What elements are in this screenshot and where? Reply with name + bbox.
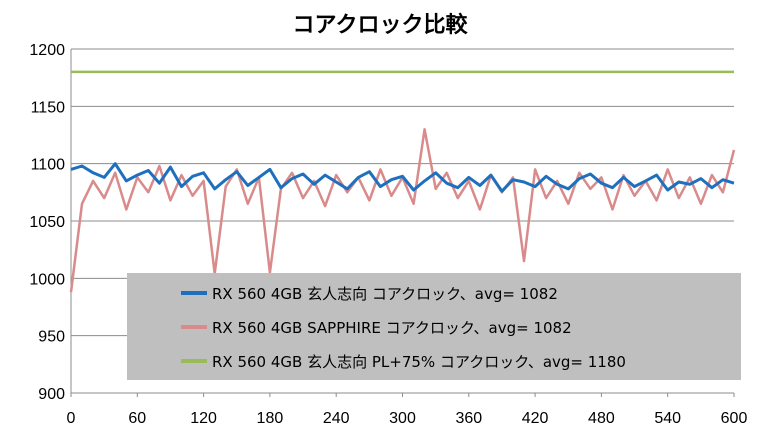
x-tick-label: 60 xyxy=(128,410,146,427)
series-group xyxy=(69,70,736,293)
series-line-2 xyxy=(69,128,736,293)
y-tick-label: 1000 xyxy=(29,271,65,288)
x-tick-label: 360 xyxy=(455,410,482,427)
y-tick-label: 1200 xyxy=(29,42,65,59)
x-tick-label: 480 xyxy=(588,410,615,427)
x-tick-label: 420 xyxy=(522,410,549,427)
y-tick-label: 950 xyxy=(38,329,65,346)
x-tick-label: 240 xyxy=(323,410,350,427)
y-tick-label: 1050 xyxy=(29,214,65,231)
x-tick-label: 0 xyxy=(67,410,76,427)
axes: 900 950 1000 1050 1100 1150 1200 0 60 120 180 240 30… xyxy=(29,42,747,427)
x-tick-label: 180 xyxy=(257,410,284,427)
x-tick-label: 540 xyxy=(654,410,681,427)
x-tick-label: 600 xyxy=(721,410,748,427)
legend-label-2: RX 560 4GB SAPPHIRE コアクロック、avg= 1082 xyxy=(212,319,572,337)
series-line-1 xyxy=(70,162,735,193)
legend-label-1: RX 560 4GB 玄人志向 コアクロック、avg= 1082 xyxy=(212,285,558,303)
y-tick-label: 1100 xyxy=(31,157,66,174)
y-tick-label: 900 xyxy=(38,386,65,403)
y-tick-label: 1150 xyxy=(31,99,66,116)
legend: RX 560 4GB 玄人志向 コアクロック、avg= 1082 RX 560 4… xyxy=(127,273,741,380)
legend-box xyxy=(127,273,741,380)
x-tick-label: 300 xyxy=(389,410,416,427)
chart-title: コアクロック比較 xyxy=(293,12,469,38)
x-tick-label: 120 xyxy=(190,410,217,427)
legend-label-3: RX 560 4GB 玄人志向 PL+75% コアクロック、avg= 1180 xyxy=(212,353,626,371)
